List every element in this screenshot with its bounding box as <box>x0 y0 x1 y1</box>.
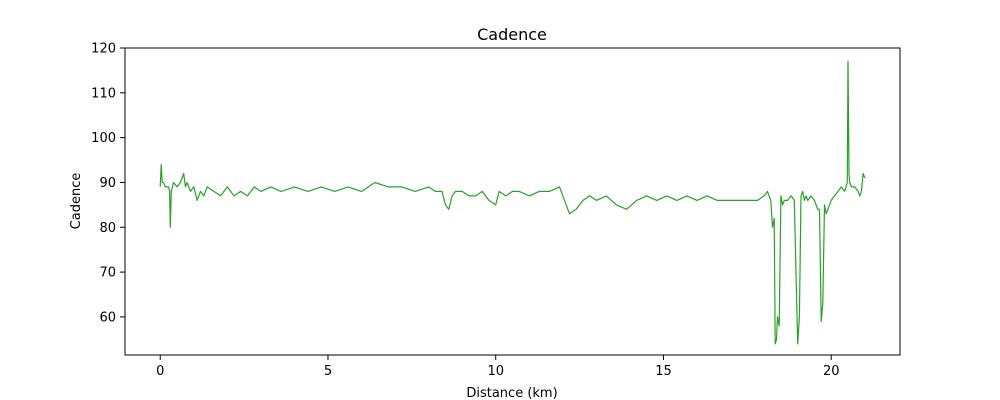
x-axis: 0 5 10 15 20 <box>156 355 839 379</box>
y-axis: 60 70 80 90 100 110 120 <box>91 42 125 325</box>
y-tick-label: 80 <box>99 221 116 236</box>
x-tick-label: 15 <box>655 364 672 379</box>
chart-title: Cadence <box>477 25 547 44</box>
chart-marks <box>159 60 866 345</box>
y-tick-label: 60 <box>99 310 116 325</box>
series-line-0 <box>159 60 866 345</box>
y-tick-label: 110 <box>91 86 116 101</box>
plot-frame <box>124 47 901 356</box>
y-axis-label: Cadence <box>69 173 84 230</box>
x-axis-label: Distance (km) <box>466 386 557 400</box>
y-tick-label: 90 <box>99 176 116 191</box>
x-tick-label: 20 <box>823 364 840 379</box>
y-tick-label: 120 <box>91 42 116 57</box>
y-tick-label: 70 <box>99 266 116 281</box>
x-tick-label: 0 <box>156 364 164 379</box>
x-tick-label: 5 <box>324 364 332 379</box>
y-tick-label: 100 <box>91 131 116 146</box>
x-tick-label: 10 <box>487 364 504 379</box>
